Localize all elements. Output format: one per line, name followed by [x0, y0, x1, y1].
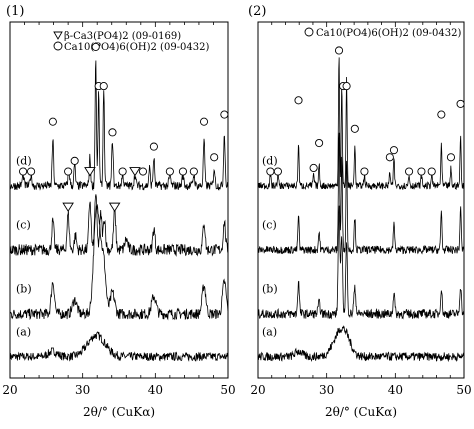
hap-peak-marker	[199, 117, 209, 126]
pattern-a	[257, 325, 465, 363]
tcp-peak-marker	[129, 167, 141, 177]
series-label: (a)	[16, 325, 31, 338]
series-label: (b)	[16, 283, 32, 296]
panel-2-plot: (a) (b) (c) (d)	[257, 46, 465, 363]
panel-2-label: (2)	[248, 4, 266, 19]
hap-peak-marker	[389, 146, 399, 155]
panel-1-frame	[9, 21, 229, 379]
panel-2: (2) Ca10(PO4)6(OH)2 (09-0432) (a)(b)(c)(…	[248, 4, 472, 419]
series-label: (a)	[262, 325, 277, 338]
x-tick-label: 40	[148, 383, 163, 397]
series-label: (d)	[262, 154, 278, 167]
pattern-a	[9, 331, 229, 362]
x-tick-label: 30	[75, 383, 90, 397]
x-tick-label: 30	[319, 383, 334, 397]
pattern-b	[257, 205, 465, 320]
hap-peak-marker	[273, 167, 282, 176]
x-tick-label: 50	[456, 383, 471, 397]
hap-peak-marker	[334, 46, 344, 55]
panel-1-plot: (a) (b) (c) (d)	[9, 42, 229, 362]
hap-peak-marker	[118, 167, 127, 176]
x-tick-label: 20	[2, 383, 17, 397]
legend-item-tcp: β-Ca3(PO4)2 (09-0169)	[64, 31, 181, 42]
panel-1-label: (1)	[6, 4, 24, 19]
circle-marker-icon	[304, 27, 314, 37]
hap-peak-marker	[178, 167, 187, 176]
hap-peak-marker	[417, 167, 426, 176]
hap-peak-marker	[427, 167, 436, 176]
hap-peak-marker	[70, 156, 79, 165]
panel-2-x-axis-label: 2θ/° (CuKα)	[325, 405, 397, 419]
x-tick-label: 20	[250, 383, 265, 397]
pattern-d	[9, 60, 229, 191]
hap-peak-marker	[210, 153, 219, 162]
pattern-c	[9, 194, 229, 257]
hap-peak-marker	[64, 167, 73, 176]
panel-1-x-axis: 20 30 40 50	[2, 22, 236, 397]
hap-peak-marker	[108, 128, 117, 137]
pattern-c	[258, 132, 465, 255]
hap-peak-marker	[91, 42, 100, 51]
tcp-peak-marker	[62, 202, 74, 212]
legend-item-hap: Ca10(PO4)6(OH)2 (09-0432)	[64, 42, 210, 53]
x-tick-label: 40	[388, 383, 403, 397]
hap-peak-marker	[138, 167, 148, 176]
x-tick-label: 50	[220, 383, 235, 397]
hap-peak-marker	[437, 110, 446, 119]
hap-peak-marker	[360, 167, 369, 176]
pattern-d	[257, 57, 465, 191]
hap-peak-marker	[446, 153, 456, 162]
hap-peak-marker	[385, 153, 394, 162]
hap-peak-marker	[405, 167, 414, 176]
hap-peak-marker	[19, 167, 28, 176]
hap-peak-marker	[266, 167, 275, 176]
series-label: (c)	[262, 218, 277, 231]
tcp-peak-marker	[84, 167, 96, 177]
panel-2-frame	[257, 21, 465, 379]
pattern-b	[9, 204, 229, 321]
panel-1: (1) β-Ca3(PO4)2 (09-0169) Ca10(PO4)6(OH)…	[2, 4, 235, 419]
hap-peak-marker	[342, 82, 351, 91]
hap-peak-marker	[27, 167, 36, 176]
panel-2-legend: Ca10(PO4)6(OH)2 (09-0432)	[304, 27, 462, 39]
hap-peak-marker	[99, 82, 108, 91]
circle-marker-icon	[53, 41, 63, 51]
series-label: (d)	[16, 154, 32, 167]
hap-peak-marker	[315, 138, 324, 148]
hap-peak-marker	[165, 167, 174, 176]
hap-peak-marker	[309, 163, 318, 173]
series-label: (b)	[262, 283, 278, 296]
hap-peak-marker	[350, 124, 359, 133]
hap-peak-marker	[48, 117, 57, 126]
hap-peak-marker	[189, 167, 198, 176]
legend-item-hap: Ca10(PO4)6(OH)2 (09-0432)	[316, 28, 462, 39]
panel-1-legend: β-Ca3(PO4)2 (09-0169) Ca10(PO4)6(OH)2 (0…	[53, 31, 210, 53]
hap-peak-marker	[456, 99, 465, 108]
panel-2-x-axis: 20 30 40 50	[250, 22, 472, 397]
hap-peak-marker	[220, 110, 229, 119]
panel-1-x-axis-label: 2θ/° (CuKα)	[83, 405, 155, 419]
triangle-marker-icon	[53, 31, 63, 40]
series-label: (c)	[16, 218, 31, 231]
hap-peak-marker	[149, 142, 158, 151]
hap-peak-marker	[294, 96, 303, 105]
tcp-peak-marker	[108, 202, 121, 212]
